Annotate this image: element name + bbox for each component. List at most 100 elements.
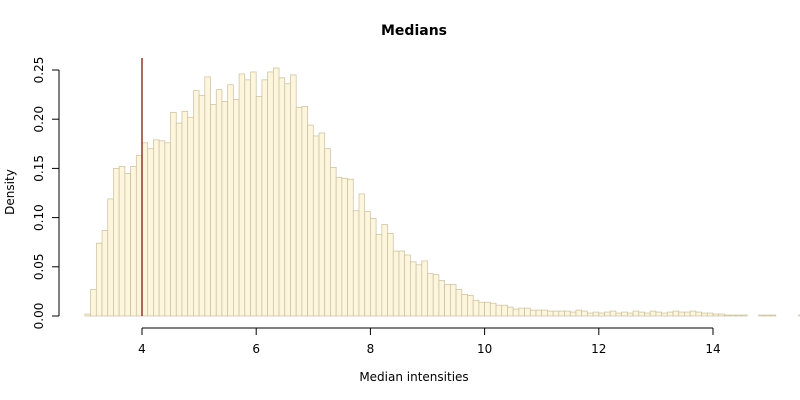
chart-title: Medians [381, 23, 447, 39]
histogram-bar [689, 310, 697, 317]
x-tick-label: 8 [367, 342, 375, 356]
histogram-bar [272, 67, 280, 317]
histogram-bar [204, 76, 211, 317]
histogram-bar [449, 284, 457, 317]
histogram-bar [193, 90, 200, 317]
histogram-bar [381, 224, 388, 317]
x-axis-ticks: 4 6 8 10 12 14 [138, 328, 721, 356]
histogram-bar [290, 74, 297, 317]
histogram-bar [153, 139, 160, 317]
x-tick-label: 14 [705, 342, 720, 356]
histogram-bar [609, 310, 617, 317]
histogram-bar [626, 312, 634, 317]
histogram-bar [107, 198, 114, 317]
histogram-bar [632, 310, 640, 317]
histogram-bar [278, 77, 286, 317]
histogram-bar [758, 314, 765, 317]
histogram-bar [113, 168, 120, 317]
histogram-bar [649, 310, 657, 317]
y-axis-label: Density [3, 169, 17, 215]
histogram-bar [564, 310, 571, 317]
histogram-bar [495, 304, 503, 317]
histogram-bar [455, 289, 463, 317]
histogram-bar [535, 309, 543, 317]
histogram-bar [175, 122, 183, 317]
histogram-bar [718, 313, 725, 317]
histogram-bar [672, 310, 680, 317]
histogram-bar [489, 302, 497, 317]
histogram-bar [769, 314, 777, 317]
histogram-bar [729, 314, 737, 317]
x-tick-label: 6 [252, 342, 260, 356]
histogram-bar [84, 313, 91, 317]
histogram-bar [170, 111, 177, 317]
bars-group [84, 67, 800, 317]
histogram-bar [364, 211, 371, 317]
histogram-bar [569, 311, 577, 317]
x-tick-label: 4 [138, 342, 146, 356]
histogram-bar [461, 294, 468, 317]
histogram-bar [541, 309, 548, 317]
histogram-bar [404, 254, 411, 317]
histogram-bar [581, 310, 588, 317]
histogram-bar [547, 310, 554, 317]
histogram-bar [261, 79, 268, 317]
histogram-bar [130, 166, 137, 317]
histogram-bar [101, 230, 109, 317]
histogram-bar [575, 309, 583, 317]
histogram-bar [375, 233, 383, 317]
histogram-bar [706, 312, 714, 317]
histogram-bar [312, 135, 320, 317]
histogram-bar [324, 148, 331, 317]
y-axis-ticks: 0.00 0.05 0.10 0.15 0.20 0.25 [32, 57, 59, 330]
histogram-bar [507, 306, 514, 317]
histogram-bar [244, 79, 251, 317]
histogram-bar [524, 307, 531, 317]
histogram-bar [392, 250, 400, 317]
histogram-bar [427, 273, 434, 317]
histogram-bar [421, 260, 428, 317]
histogram-bar [655, 311, 662, 317]
histogram-bar [301, 106, 308, 317]
histogram-bar [164, 142, 171, 317]
histogram-bar [352, 210, 360, 317]
histogram-bar [798, 314, 800, 317]
x-axis-label: Median intensities [359, 370, 468, 384]
histogram-bar [438, 280, 445, 317]
histogram-bar [552, 310, 560, 317]
histogram-bar [529, 309, 537, 317]
histogram-bar [221, 101, 229, 317]
histogram-bar [147, 148, 154, 317]
histogram-bar [341, 177, 348, 317]
y-tick-label: 0.25 [32, 57, 46, 84]
histogram-bar [444, 284, 451, 317]
histogram-bar [118, 166, 126, 317]
histogram-bar [295, 107, 303, 317]
histogram-bar [615, 312, 622, 317]
y-tick-label: 0.00 [32, 303, 46, 330]
x-tick-label: 12 [591, 342, 606, 356]
histogram-bar [764, 314, 771, 317]
histogram-bar [387, 232, 394, 317]
histogram-bar [684, 311, 691, 317]
histogram-bar [358, 193, 366, 317]
histogram-bar [158, 140, 166, 317]
histogram-bar [432, 274, 440, 317]
histogram-bar [467, 294, 474, 317]
histogram-bar [701, 312, 708, 317]
histogram-bar [724, 314, 731, 317]
histogram-bar [666, 311, 674, 317]
histogram-bar [347, 178, 354, 317]
histogram-bar [587, 312, 594, 317]
histogram-bar [187, 116, 194, 317]
histogram-bar [638, 311, 645, 317]
histogram-bar [621, 311, 628, 317]
histogram-bar [604, 311, 611, 317]
histogram-bar [227, 84, 234, 317]
histogram-bar [335, 176, 343, 317]
histogram-bar [284, 83, 291, 317]
histogram-bar [478, 301, 485, 317]
histogram-bar [501, 304, 508, 317]
histogram-bar [592, 311, 600, 317]
y-tick-label: 0.20 [32, 106, 46, 133]
